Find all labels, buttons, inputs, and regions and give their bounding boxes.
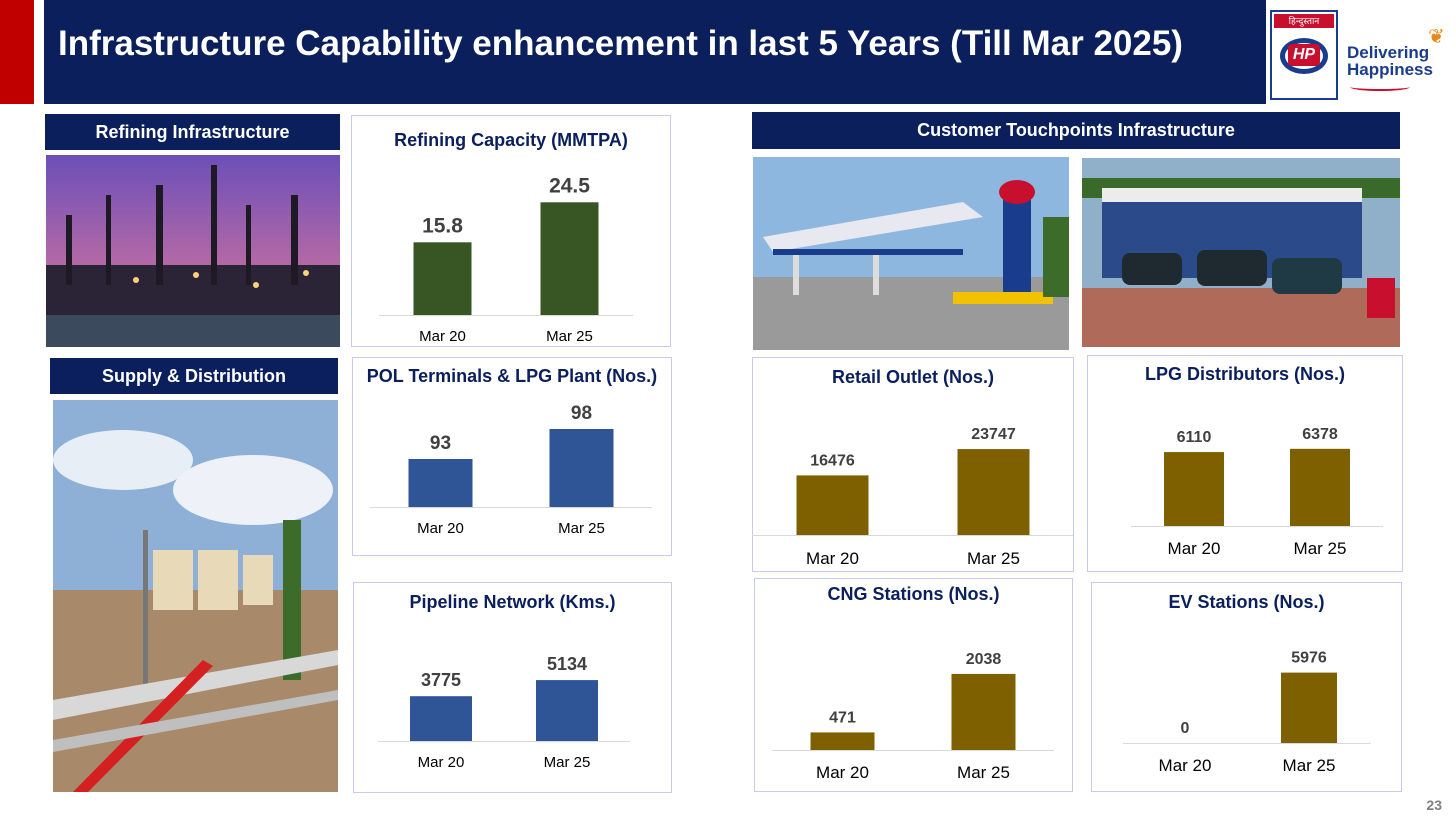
data-label-pipeline-1: 5134 — [547, 654, 587, 674]
page-title: Infrastructure Capability enhancement in… — [58, 24, 1183, 63]
bar-pipeline-1 — [536, 680, 598, 741]
accent-strip — [0, 0, 34, 104]
tick-label-pipeline-1: Mar 25 — [544, 754, 591, 771]
tagline-line1: Delivering — [1347, 43, 1430, 62]
bar-lpg-1 — [1290, 448, 1350, 526]
data-label-pol-1: 98 — [571, 403, 592, 424]
bar-refining-1 — [540, 202, 599, 315]
refining-capacity-chart: 15.8 Mar 20 24.5 Mar 25 — [379, 174, 633, 345]
title-bar — [44, 0, 1266, 104]
data-label-lpg-0: 6110 — [1177, 429, 1212, 446]
lpg-distributors-chart: 6110 Mar 20 6378 Mar 25 — [1131, 426, 1383, 558]
tick-label-pipeline-0: Mar 20 — [418, 754, 465, 771]
pipeline-chart: 3775 Mar 20 5134 Mar 25 — [378, 654, 630, 771]
data-label-pol-0: 93 — [430, 433, 451, 454]
ev-charging-photo — [1082, 158, 1400, 347]
lpg-distributors-panel: LPG Distributors (Nos.) — [1087, 355, 1403, 572]
logo-hindi-text: हिन्दुस्तान पेट्रोलियम — [1274, 14, 1334, 40]
tick-label-cng-1: Mar 25 — [957, 763, 1010, 782]
chart-title-pipeline: Pipeline Network (Kms.) — [409, 592, 616, 612]
refinery-photo — [46, 155, 340, 347]
data-label-refining-1: 24.5 — [549, 174, 590, 197]
data-label-refining-0: 15.8 — [422, 214, 463, 237]
data-label-lpg-1: 6378 — [1302, 426, 1338, 443]
data-label-ev-0: 0 — [1181, 720, 1190, 737]
refining-capacity-panel: Refining Capacity (MMTPA) — [351, 115, 671, 347]
bar-retail-0 — [796, 475, 869, 535]
bar-pol-1 — [549, 429, 614, 507]
ev-stations-chart: 0 Mar 20 5976 Mar 25 — [1123, 650, 1371, 775]
pol-terminals-panel: POL Terminals & LPG Plant (Nos.) — [352, 357, 672, 556]
data-label-retail-1: 23747 — [971, 426, 1016, 443]
pol-terminals-chart: 93 Mar 20 98 Mar 25 — [370, 403, 652, 537]
bar-pol-0 — [408, 459, 473, 507]
retail-outlet-photo — [753, 157, 1069, 350]
tick-label-pol-0: Mar 20 — [417, 520, 464, 537]
tick-label-cng-0: Mar 20 — [816, 763, 869, 782]
tick-label-ev-0: Mar 20 — [1159, 756, 1212, 775]
bar-cng-0 — [810, 732, 875, 750]
pipeline-panel: Pipeline Network (Kms.) — [353, 582, 672, 793]
tick-label-retail-1: Mar 25 — [967, 549, 1020, 568]
chart-title-cng: CNG Stations (Nos.) — [827, 584, 1000, 604]
tick-label-lpg-1: Mar 25 — [1294, 539, 1347, 558]
cng-stations-chart: 471 Mar 20 2038 Mar 25 — [772, 651, 1054, 782]
tick-label-refining-1: Mar 25 — [546, 328, 593, 345]
page-number: 23 — [1426, 797, 1442, 813]
data-label-pipeline-0: 3775 — [421, 670, 461, 690]
chart-title-pol: POL Terminals & LPG Plant (Nos.) — [366, 366, 658, 386]
tick-label-lpg-0: Mar 20 — [1168, 539, 1221, 558]
ev-stations-panel: EV Stations (Nos.) — [1091, 582, 1402, 792]
data-label-cng-1: 2038 — [966, 651, 1002, 668]
bar-cng-1 — [951, 673, 1016, 750]
cng-stations-panel: CNG Stations (Nos.) — [754, 578, 1073, 792]
logo-hp-mark: HP — [1288, 44, 1320, 66]
bird-icon: ❦ — [1428, 26, 1445, 48]
bar-refining-0 — [413, 242, 472, 315]
section-supply-label: Supply & Distribution — [50, 358, 338, 394]
tick-label-ev-1: Mar 25 — [1283, 756, 1336, 775]
section-refining-label: Refining Infrastructure — [45, 114, 340, 150]
bar-ev-1 — [1281, 672, 1337, 743]
chart-title-lpg: LPG Distributors (Nos.) — [1144, 364, 1345, 384]
tick-label-refining-0: Mar 20 — [419, 328, 466, 345]
tagline: Delivering Happiness — [1347, 44, 1433, 78]
data-label-retail-0: 16476 — [810, 452, 855, 469]
data-label-cng-0: 471 — [829, 709, 856, 726]
section-customer-label: Customer Touchpoints Infrastructure — [752, 112, 1400, 149]
terminal-photo — [53, 400, 338, 792]
retail-outlet-chart: 16476 Mar 20 23747 Mar 25 — [752, 426, 1074, 568]
data-label-ev-1: 5976 — [1291, 650, 1327, 667]
chart-title-ev: EV Stations (Nos.) — [1168, 592, 1325, 612]
bar-retail-1 — [957, 449, 1030, 535]
tick-label-pol-1: Mar 25 — [558, 520, 605, 537]
swoosh-icon — [1350, 83, 1410, 91]
tagline-line2: Happiness — [1347, 60, 1433, 79]
chart-title-retail: Retail Outlet (Nos.) — [831, 367, 994, 387]
tick-label-retail-0: Mar 20 — [806, 549, 859, 568]
bar-pipeline-0 — [410, 696, 472, 741]
bar-lpg-0 — [1164, 452, 1224, 526]
chart-title-refining: Refining Capacity (MMTPA) — [394, 130, 628, 150]
